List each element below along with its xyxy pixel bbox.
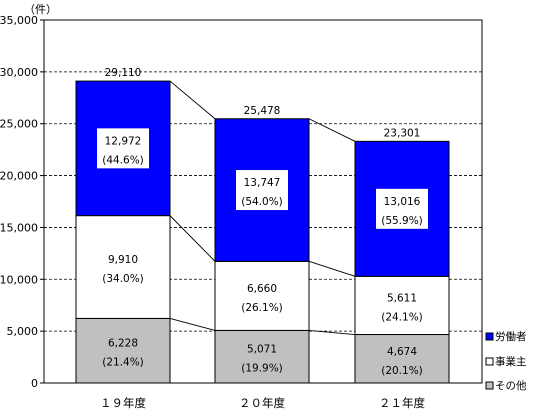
- bar-segment: [214, 260, 310, 331]
- total-label: 25,478: [244, 105, 281, 117]
- y-tick-label: 15,000: [0, 221, 38, 234]
- y-tick-label: 30,000: [0, 66, 38, 79]
- connector-line: [308, 260, 356, 277]
- data-label-box: [97, 128, 149, 169]
- data-label-value: 12,972: [105, 135, 142, 147]
- data-label-percent: (44.6%): [102, 154, 144, 166]
- data-label-percent: (54.0%): [241, 196, 283, 208]
- connector-line: [169, 80, 216, 120]
- y-unit-label: （件）: [24, 3, 57, 16]
- data-label-value: 9,910: [108, 254, 138, 266]
- data-label-percent: (20.1%): [381, 365, 423, 377]
- bar-segment: [75, 215, 171, 319]
- data-label-value: 6,228: [108, 338, 138, 350]
- legend-label: 労働者: [495, 330, 527, 343]
- data-label-percent: (24.1%): [381, 311, 423, 323]
- bar-segment: [214, 329, 310, 384]
- data-label-value: 6,660: [247, 283, 277, 295]
- connector-line: [308, 118, 356, 142]
- y-tick-label: 5,000: [7, 325, 39, 338]
- data-label-box: [376, 188, 428, 229]
- x-category-label: ２０年度: [239, 396, 285, 410]
- x-category-label: １９年度: [100, 396, 146, 410]
- y-tick-label: 10,000: [0, 273, 38, 286]
- data-label-value: 5,611: [387, 292, 417, 304]
- y-tick-label: 0: [31, 377, 38, 390]
- y-tick-label: 25,000: [0, 118, 38, 131]
- y-tick-label: 35,000: [0, 14, 38, 27]
- total-label: 23,301: [384, 127, 421, 139]
- connector-line: [169, 317, 216, 331]
- legend-swatch: [485, 332, 494, 341]
- data-label-percent: (34.0%): [102, 273, 144, 285]
- bar-segment: [354, 334, 450, 384]
- data-label-percent: (26.1%): [241, 302, 283, 314]
- bar-segment: [75, 317, 171, 384]
- data-label-percent: (55.9%): [381, 215, 423, 227]
- data-label-value: 13,016: [384, 196, 421, 208]
- legend-swatch: [485, 381, 494, 390]
- connector-line: [308, 329, 356, 335]
- data-label-percent: (21.4%): [102, 357, 144, 369]
- data-label-percent: (19.9%): [241, 363, 283, 375]
- bar-segment: [354, 275, 450, 336]
- data-label-value: 13,747: [244, 177, 281, 189]
- legend-swatch: [485, 357, 494, 366]
- total-label: 29,110: [105, 67, 142, 79]
- y-tick-label: 20,000: [0, 170, 38, 183]
- legend-label: その他: [495, 379, 527, 392]
- legend-label: 事業主: [495, 355, 527, 368]
- x-category-label: ２１年度: [379, 396, 425, 410]
- connector-line: [169, 215, 216, 262]
- data-label-value: 5,071: [247, 344, 277, 356]
- data-label-box: [236, 170, 288, 211]
- data-label-value: 4,674: [387, 346, 417, 358]
